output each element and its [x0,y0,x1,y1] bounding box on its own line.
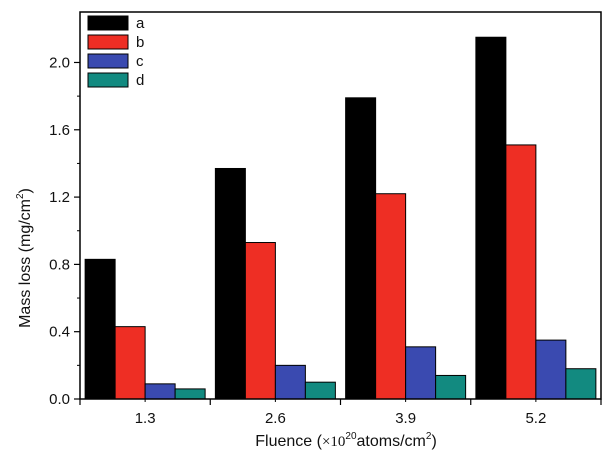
x-tick-label: 3.9 [395,410,416,427]
y-tick-label: 2.0 [49,54,70,71]
x-tick-label: 2.6 [265,410,286,427]
legend-swatch-a [87,15,129,31]
bar-c-2.6 [274,364,306,400]
y-tick-label: 1.2 [49,189,70,206]
legend-swatch-b [87,34,129,50]
x-axis: 1.3 2.6 3.9 5.2 [79,399,602,427]
bar-b-1.3 [114,326,146,400]
y-tick-label: 1.6 [49,122,70,139]
x-tick-label: 1.3 [135,410,156,427]
legend-swatch-c [87,53,129,69]
bar-c-5.2 [535,339,567,400]
bar-b-5.2 [505,144,537,400]
y-tick-label: 0.0 [49,391,70,408]
y-axis-label: Mass loss (mg/cm2) [15,188,34,328]
legend-label-b: b [136,34,144,51]
bar-c-1.3 [144,383,176,400]
y-tick-label: 0.8 [49,256,70,273]
bar-c-3.9 [405,346,437,400]
bar-a-1.3 [84,258,116,400]
bar-a-2.6 [214,167,246,400]
legend-label-c: c [136,53,144,70]
bar-b-3.9 [375,193,407,400]
x-tick-label: 5.2 [525,410,546,427]
bar-a-3.9 [345,97,377,400]
bar-d-1.3 [174,388,206,400]
x-axis-label: Fluence (×1020atoms/cm2) [255,431,437,450]
y-tick-label: 0.4 [49,324,70,341]
bar-d-5.2 [565,368,597,400]
bar-d-3.9 [435,374,467,400]
bar-b-2.6 [244,242,276,400]
bar-a-5.2 [475,36,507,400]
legend-label-d: d [136,72,144,89]
bar-d-2.6 [304,381,336,400]
legend-label-a: a [136,15,145,32]
legend-swatch-d [87,72,129,88]
bars-group [84,36,597,400]
y-axis: 0.0 0.4 0.8 1.2 1.6 2.0 [49,54,80,408]
